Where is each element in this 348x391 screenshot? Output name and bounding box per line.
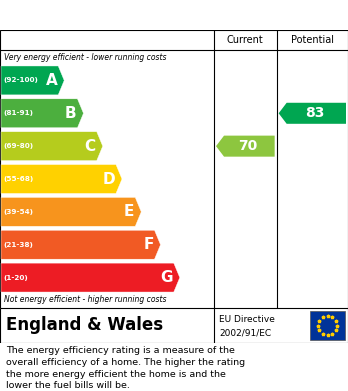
- Text: (1-20): (1-20): [3, 274, 28, 281]
- Text: B: B: [65, 106, 77, 121]
- Text: 83: 83: [305, 106, 324, 120]
- Text: (21-38): (21-38): [3, 242, 33, 248]
- Text: Energy Efficiency Rating: Energy Efficiency Rating: [8, 7, 210, 23]
- Text: G: G: [160, 270, 173, 285]
- Text: EU Directive: EU Directive: [219, 315, 275, 324]
- Polygon shape: [1, 66, 64, 95]
- Text: Very energy efficient - lower running costs: Very energy efficient - lower running co…: [4, 53, 166, 62]
- Text: (69-80): (69-80): [3, 143, 33, 149]
- Text: C: C: [85, 139, 96, 154]
- Text: (81-91): (81-91): [3, 110, 33, 116]
- Text: Current: Current: [227, 35, 264, 45]
- Polygon shape: [1, 132, 103, 161]
- Text: (55-68): (55-68): [3, 176, 33, 182]
- Text: Not energy efficient - higher running costs: Not energy efficient - higher running co…: [4, 295, 166, 304]
- Text: A: A: [46, 73, 57, 88]
- Polygon shape: [216, 136, 275, 157]
- Polygon shape: [1, 263, 180, 292]
- Polygon shape: [1, 230, 160, 259]
- Text: 70: 70: [238, 139, 258, 153]
- Polygon shape: [1, 165, 122, 194]
- Text: 2002/91/EC: 2002/91/EC: [219, 328, 271, 337]
- Polygon shape: [279, 103, 346, 124]
- Text: (92-100): (92-100): [3, 77, 38, 83]
- Text: (39-54): (39-54): [3, 209, 33, 215]
- Text: E: E: [124, 204, 134, 219]
- Text: The energy efficiency rating is a measure of the
overall efficiency of a home. T: The energy efficiency rating is a measur…: [6, 346, 245, 390]
- Text: England & Wales: England & Wales: [6, 316, 163, 334]
- Text: Potential: Potential: [291, 35, 334, 45]
- Text: F: F: [143, 237, 153, 252]
- Polygon shape: [1, 197, 141, 226]
- Bar: [310, 311, 345, 340]
- Polygon shape: [1, 99, 84, 128]
- Text: D: D: [102, 172, 115, 187]
